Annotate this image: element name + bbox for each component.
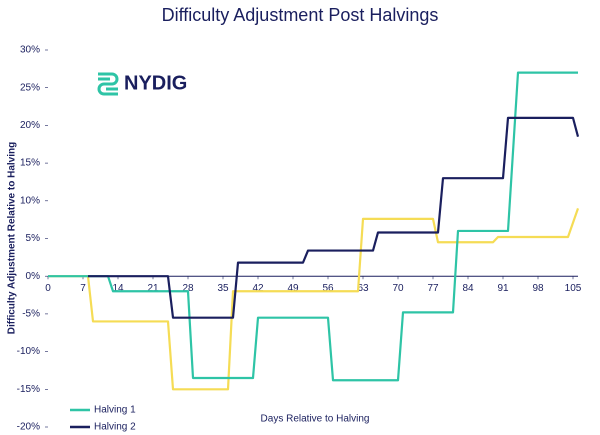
y-tick-label: -15%: [17, 384, 40, 395]
x-tick-label: 98: [532, 283, 544, 294]
y-tick-label: -20%: [17, 422, 40, 433]
y-tick-label: 0%: [26, 271, 41, 282]
y-tick-label: 5%: [26, 233, 41, 244]
y-axis-label: Difficulty Adjustment Relative to Halvin…: [7, 142, 18, 334]
series-line: [48, 207, 580, 391]
y-tick-label: 25%: [20, 82, 40, 93]
logo: NYDIG: [97, 72, 187, 96]
x-tick-label: 63: [357, 283, 369, 294]
x-tick-label: 49: [287, 283, 299, 294]
x-tick-label: 0: [45, 283, 51, 294]
x-tick-label: 42: [252, 283, 264, 294]
series-line: [48, 71, 578, 382]
chart-title: Difficulty Adjustment Post Halvings: [162, 5, 439, 25]
y-tick-label: -5%: [22, 309, 40, 320]
x-tick-label: 77: [427, 283, 439, 294]
y-tick-label: -10%: [17, 346, 40, 357]
y-tick-label: 10%: [20, 195, 40, 206]
x-tick-label: 105: [565, 283, 582, 294]
logo-icon: [97, 72, 119, 96]
logo-text: NYDIG: [124, 72, 187, 94]
y-tick-label: 20%: [20, 120, 40, 131]
x-axis-label: Days Relative to Halving: [261, 414, 370, 425]
x-tick-label: 84: [462, 283, 474, 294]
x-tick-label: 35: [217, 283, 229, 294]
x-tick-label: 56: [322, 283, 334, 294]
series-line: [88, 116, 580, 319]
legend-label: Halving 1: [94, 405, 136, 416]
x-tick-label: 14: [112, 283, 124, 294]
x-tick-label: 7: [80, 283, 86, 294]
x-tick-label: 70: [392, 283, 404, 294]
legend-label: Halving 2: [94, 422, 136, 433]
x-tick-label: 21: [147, 283, 159, 294]
y-tick-label: 30%: [20, 45, 40, 56]
x-tick-label: 28: [182, 283, 194, 294]
x-tick-label: 91: [497, 283, 509, 294]
y-tick-label: 15%: [20, 158, 40, 169]
